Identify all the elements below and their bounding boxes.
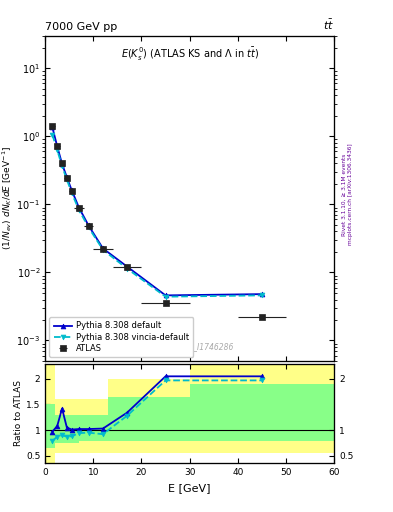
Pythia 8.308 vincia-default bbox=[64, 177, 69, 183]
Pythia 8.308 vincia-default bbox=[259, 292, 264, 298]
Y-axis label: $(1/N_{ev})\ dN_K/dE\ [\mathrm{GeV}^{-1}]$: $(1/N_{ev})\ dN_K/dE\ [\mathrm{GeV}^{-1}… bbox=[0, 146, 14, 250]
Text: $t\bar{t}$: $t\bar{t}$ bbox=[323, 17, 334, 32]
Text: $E(K_s^0)$ (ATLAS KS and $\Lambda$ in $t\bar{t}$): $E(K_s^0)$ (ATLAS KS and $\Lambda$ in $t… bbox=[121, 46, 259, 62]
Pythia 8.308 default bbox=[69, 187, 74, 193]
Pythia 8.308 default bbox=[50, 124, 55, 131]
Line: Pythia 8.308 default: Pythia 8.308 default bbox=[50, 125, 264, 298]
Pythia 8.308 vincia-default bbox=[125, 266, 129, 272]
Pythia 8.308 vincia-default bbox=[55, 147, 60, 153]
X-axis label: E [GeV]: E [GeV] bbox=[168, 483, 211, 493]
Legend: Pythia 8.308 default, Pythia 8.308 vincia-default, ATLAS: Pythia 8.308 default, Pythia 8.308 vinci… bbox=[50, 317, 193, 357]
Text: ATLAS_2019_I1746286: ATLAS_2019_I1746286 bbox=[146, 342, 233, 351]
Text: mcplots.cern.ch [arXiv:1306.3436]: mcplots.cern.ch [arXiv:1306.3436] bbox=[348, 144, 353, 245]
Pythia 8.308 default bbox=[125, 264, 129, 270]
Pythia 8.308 default bbox=[60, 161, 64, 167]
Pythia 8.308 default bbox=[77, 204, 81, 210]
Line: Pythia 8.308 vincia-default: Pythia 8.308 vincia-default bbox=[50, 133, 264, 299]
Pythia 8.308 vincia-default bbox=[163, 293, 168, 300]
Pythia 8.308 default bbox=[64, 174, 69, 180]
Pythia 8.308 vincia-default bbox=[86, 224, 91, 230]
Text: 7000 GeV pp: 7000 GeV pp bbox=[45, 22, 118, 32]
Pythia 8.308 default bbox=[86, 222, 91, 228]
Pythia 8.308 default bbox=[163, 292, 168, 298]
Pythia 8.308 vincia-default bbox=[50, 132, 55, 138]
Pythia 8.308 vincia-default bbox=[101, 247, 105, 253]
Pythia 8.308 default bbox=[55, 143, 60, 150]
Pythia 8.308 default bbox=[259, 291, 264, 297]
Pythia 8.308 vincia-default bbox=[77, 207, 81, 213]
Y-axis label: Ratio to ATLAS: Ratio to ATLAS bbox=[14, 380, 23, 446]
Pythia 8.308 vincia-default bbox=[69, 190, 74, 196]
Text: Rivet 3.1.10, ≥ 3.1M events: Rivet 3.1.10, ≥ 3.1M events bbox=[342, 154, 347, 236]
Pythia 8.308 vincia-default bbox=[60, 163, 64, 169]
Pythia 8.308 default bbox=[101, 245, 105, 251]
